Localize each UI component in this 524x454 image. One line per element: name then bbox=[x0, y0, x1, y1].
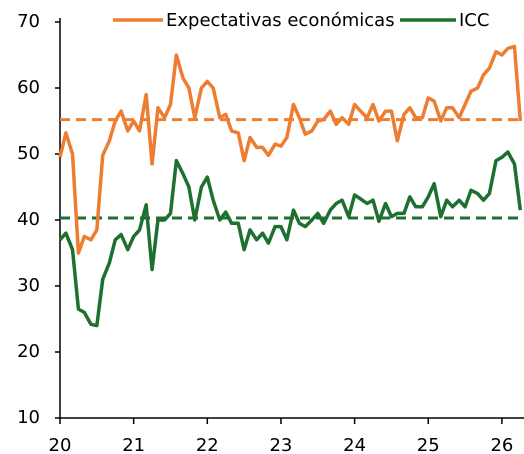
y-tick-label: 40 bbox=[17, 209, 40, 230]
y-tick-label: 20 bbox=[17, 341, 40, 362]
y-tick-label: 30 bbox=[17, 275, 40, 296]
y-tick-label: 60 bbox=[17, 77, 40, 98]
series-line bbox=[58, 150, 523, 328]
x-tick-label: 22 bbox=[196, 435, 219, 454]
x-tick-label: 25 bbox=[417, 435, 440, 454]
x-tick-label: 23 bbox=[269, 435, 292, 454]
legend-label: Expectativas económicas bbox=[166, 10, 395, 31]
x-tick-label: 20 bbox=[49, 435, 72, 454]
x-tick-label: 26 bbox=[490, 435, 513, 454]
x-tick-label: 24 bbox=[343, 435, 366, 454]
x-tick-label: 21 bbox=[122, 435, 145, 454]
series-line bbox=[58, 44, 523, 255]
y-tick-label: 10 bbox=[17, 407, 40, 428]
y-tick-label: 50 bbox=[17, 143, 40, 164]
legend-label: ICC bbox=[459, 10, 489, 31]
y-tick-label: 70 bbox=[17, 11, 40, 32]
